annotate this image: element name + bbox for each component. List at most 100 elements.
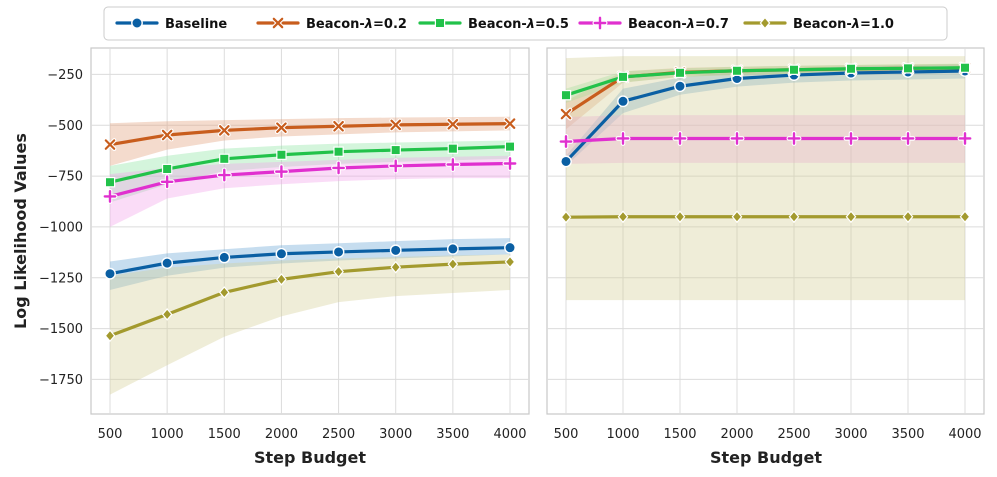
right-plot-area [546,47,985,415]
right-point-beacon-0-7-3000 [843,130,859,146]
right-point-beacon-0-7-3000-stroke [844,132,858,145]
left-point-beacon-0-5-4000 [504,141,516,152]
right-line-baseline [564,69,967,164]
legend-marker-beacon-0-7-stroke [593,16,607,30]
left-point-beacon-0-7-500 [102,188,118,204]
ytick-2: −750 [47,170,83,185]
right-point-beacon-0-7-3500 [900,130,916,146]
right-point-beacon-1-0-3000 [845,210,857,224]
left-point-beacon-0-2-1500-stroke [218,125,230,136]
left-point-beacon-0-5-2500 [333,146,344,157]
left-point-beacon-0-2-2500-stroke [333,120,344,132]
ytick-5: −1500 [39,322,83,337]
left-plot-area [90,47,530,415]
left-point-baseline-3000 [389,244,402,257]
left-band-beacon-0-2 [110,116,510,166]
legend-label-beacon-1-0: Beacon-λ=1.0 [793,17,894,32]
ytick-3: −1000 [39,220,83,235]
right-xtick-1000: 1000 [606,427,639,442]
left-point-beacon-0-7-3000-stroke [389,159,403,173]
right-point-beacon-1-0-1500 [674,210,686,224]
right-xtick-1500: 1500 [663,427,696,442]
legend: Baseline Beacon-λ=0.2 Beacon-λ=0.5 Beacon-λ… [103,6,948,41]
right-point-beacon-0-7-1500 [672,130,688,146]
right-point-beacon-0-7-2000-stroke [730,132,744,145]
left-xtick-1000: 1000 [151,427,184,442]
ytick-4: −1250 [39,271,83,286]
left-point-beacon-0-7-1500-stroke [217,168,231,182]
right-point-beacon-0-7-4000 [957,130,973,146]
right-line-beacon-0-5 [564,66,967,97]
left-point-beacon-0-2-500 [103,138,117,151]
right-xtick-500: 500 [554,427,579,442]
left-xtick-3500: 3500 [436,427,469,442]
left-point-beacon-1-0-3000 [390,260,402,274]
right-line-beacon-0-7 [564,136,967,144]
right-point-beacon-0-5-2000 [731,65,743,76]
left-xtick-2000: 2000 [265,427,298,442]
right-point-beacon-1-0-2000 [731,210,743,224]
left-line-beacon-0-2 [108,122,512,147]
legend-marker-beacon-0-7 [592,15,608,31]
right-point-baseline-500 [560,155,572,168]
left-point-beacon-1-0-500 [104,329,116,343]
left-point-beacon-0-7-1000-stroke [160,175,174,189]
left-point-beacon-0-7-2000-stroke [275,165,288,179]
left-point-beacon-0-7-3500 [445,157,461,173]
legend-label-beacon-0-7: Beacon-λ=0.7 [628,17,729,32]
left-point-beacon-0-5-3000 [390,144,401,156]
right-point-beacon-0-7-1500-stroke [673,132,687,145]
left-xtick-500: 500 [98,427,123,442]
x-axis-label-right: Step Budget [710,448,822,467]
left-line-baseline [108,246,512,276]
left-band-beacon-0-7 [110,155,510,227]
left-point-beacon-0-2-2000-stroke [276,122,287,134]
left-point-beacon-0-2-1000-stroke [161,129,173,141]
right-point-beacon-0-7-4000-stroke [958,132,972,145]
right-point-beacon-0-5-1000 [617,71,629,83]
right-point-beacon-0-7-2500-stroke [787,132,801,145]
left-point-beacon-0-2-1500 [217,123,231,137]
left-point-beacon-0-2-500-stroke [104,139,116,150]
left-point-beacon-0-2-3500 [446,117,460,131]
legend-marker-beacon-0-2-stroke [272,17,284,29]
left-point-beacon-0-2-3000-stroke [390,119,402,131]
left-point-baseline-4000 [504,241,516,254]
right-point-beacon-0-2-500-stroke [560,108,572,120]
left-point-beacon-0-2-4000 [503,117,517,131]
right-panel: 500 1000 1500 2000 2500 3000 3500 4000 [546,47,985,442]
left-point-beacon-0-7-1000 [159,174,175,190]
right-point-beacon-0-2-500 [559,107,573,121]
left-point-beacon-1-0-4000 [504,255,516,269]
left-point-beacon-0-7-2500-stroke [332,161,345,175]
right-point-beacon-1-0-1000 [617,210,629,224]
right-point-beacon-1-0-3500 [902,210,914,224]
left-point-baseline-1500 [218,251,231,264]
y-axis-label: Log Likelihood Values [11,133,30,329]
left-xtick-3000: 3000 [379,427,412,442]
right-point-beacon-1-0-4000 [959,210,971,224]
legend-marker-beacon-0-5 [434,17,446,29]
left-point-beacon-0-5-3500 [447,143,459,154]
left-xtick-2500: 2500 [322,427,355,442]
left-point-baseline-2000 [275,247,288,260]
x-axis-label-left: Step Budget [254,448,366,467]
right-point-baseline-1000 [617,95,629,108]
left-xtick-1500: 1500 [208,427,241,442]
right-point-beacon-0-7-1000 [615,130,631,146]
left-point-beacon-0-7-4000-stroke [503,157,517,170]
left-point-baseline-2500 [332,246,345,258]
left-point-beacon-0-2-2500 [332,119,345,133]
right-point-beacon-0-5-2500 [788,64,800,75]
left-line-beacon-0-5 [108,145,512,184]
left-point-beacon-1-0-2000 [276,273,287,286]
left-point-beacon-0-5-1000 [161,163,173,175]
left-point-beacon-0-5-1500 [219,153,230,165]
left-point-baseline-1000 [161,257,174,270]
right-point-beacon-1-0-2500 [788,210,800,224]
right-point-beacon-1-0-500 [560,210,572,224]
ytick-1: −500 [47,119,83,134]
left-line-beacon-0-7 [108,161,512,199]
legend-label-beacon-0-5: Beacon-λ=0.5 [468,17,569,32]
